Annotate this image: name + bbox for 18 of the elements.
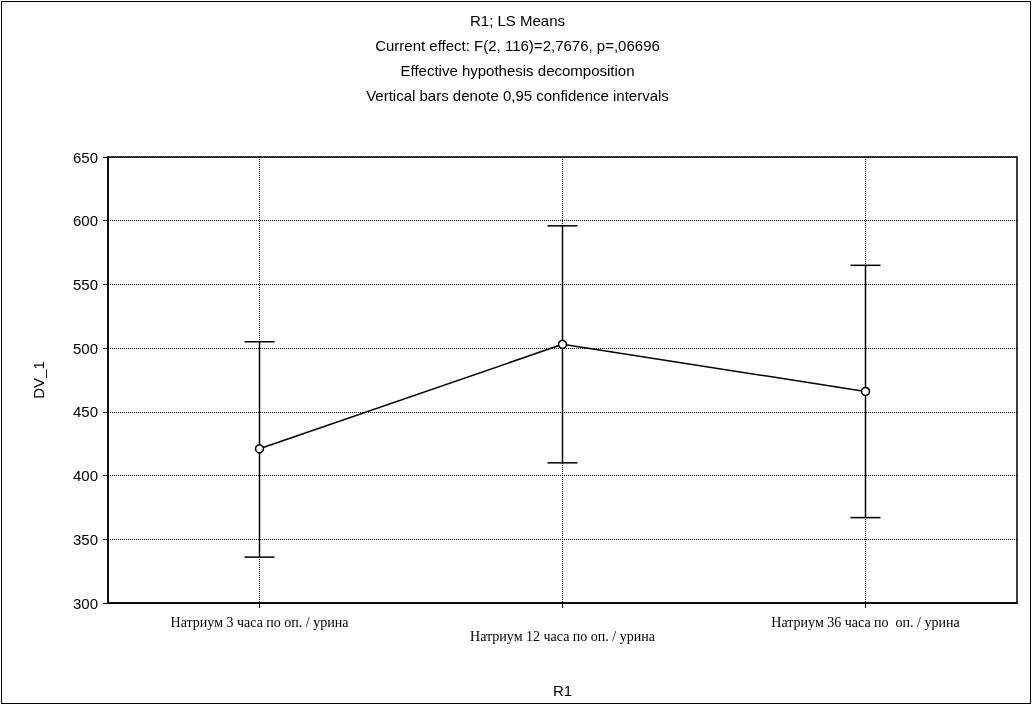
- x-tick-label: Натриум 12 часа по оп. / урина: [470, 628, 656, 644]
- point: [557, 339, 568, 350]
- point: [254, 444, 265, 454]
- y-tick-label: 300: [72, 594, 98, 612]
- y-tick-label: 350: [72, 530, 98, 548]
- y-tick-label: 500: [72, 339, 98, 357]
- chart-subtitle: Current effect: F(2, 116)=2,7676, p=,06696 Effective hypothesis decomposition Vertical bars denote 0,95 confidence intervals: [366, 37, 669, 104]
- point: [860, 386, 871, 397]
- y-tick-label: 450: [72, 403, 98, 421]
- x-tick-label: Натриум 36 часа по оп. / урина: [771, 614, 961, 630]
- y-tick-label: 650: [72, 148, 98, 166]
- y-tick-label: 600: [72, 212, 98, 230]
- y-tick-label: 400: [72, 467, 98, 485]
- y-axis-title: DV_1: [30, 361, 47, 399]
- x-axis-title: R1: [552, 682, 573, 699]
- y-tick-label: 550: [72, 275, 98, 293]
- x-tick-label: Натриум 3 часа по оп. / урина: [170, 614, 350, 630]
- chart-title: R1; LS Means: [469, 12, 566, 29]
